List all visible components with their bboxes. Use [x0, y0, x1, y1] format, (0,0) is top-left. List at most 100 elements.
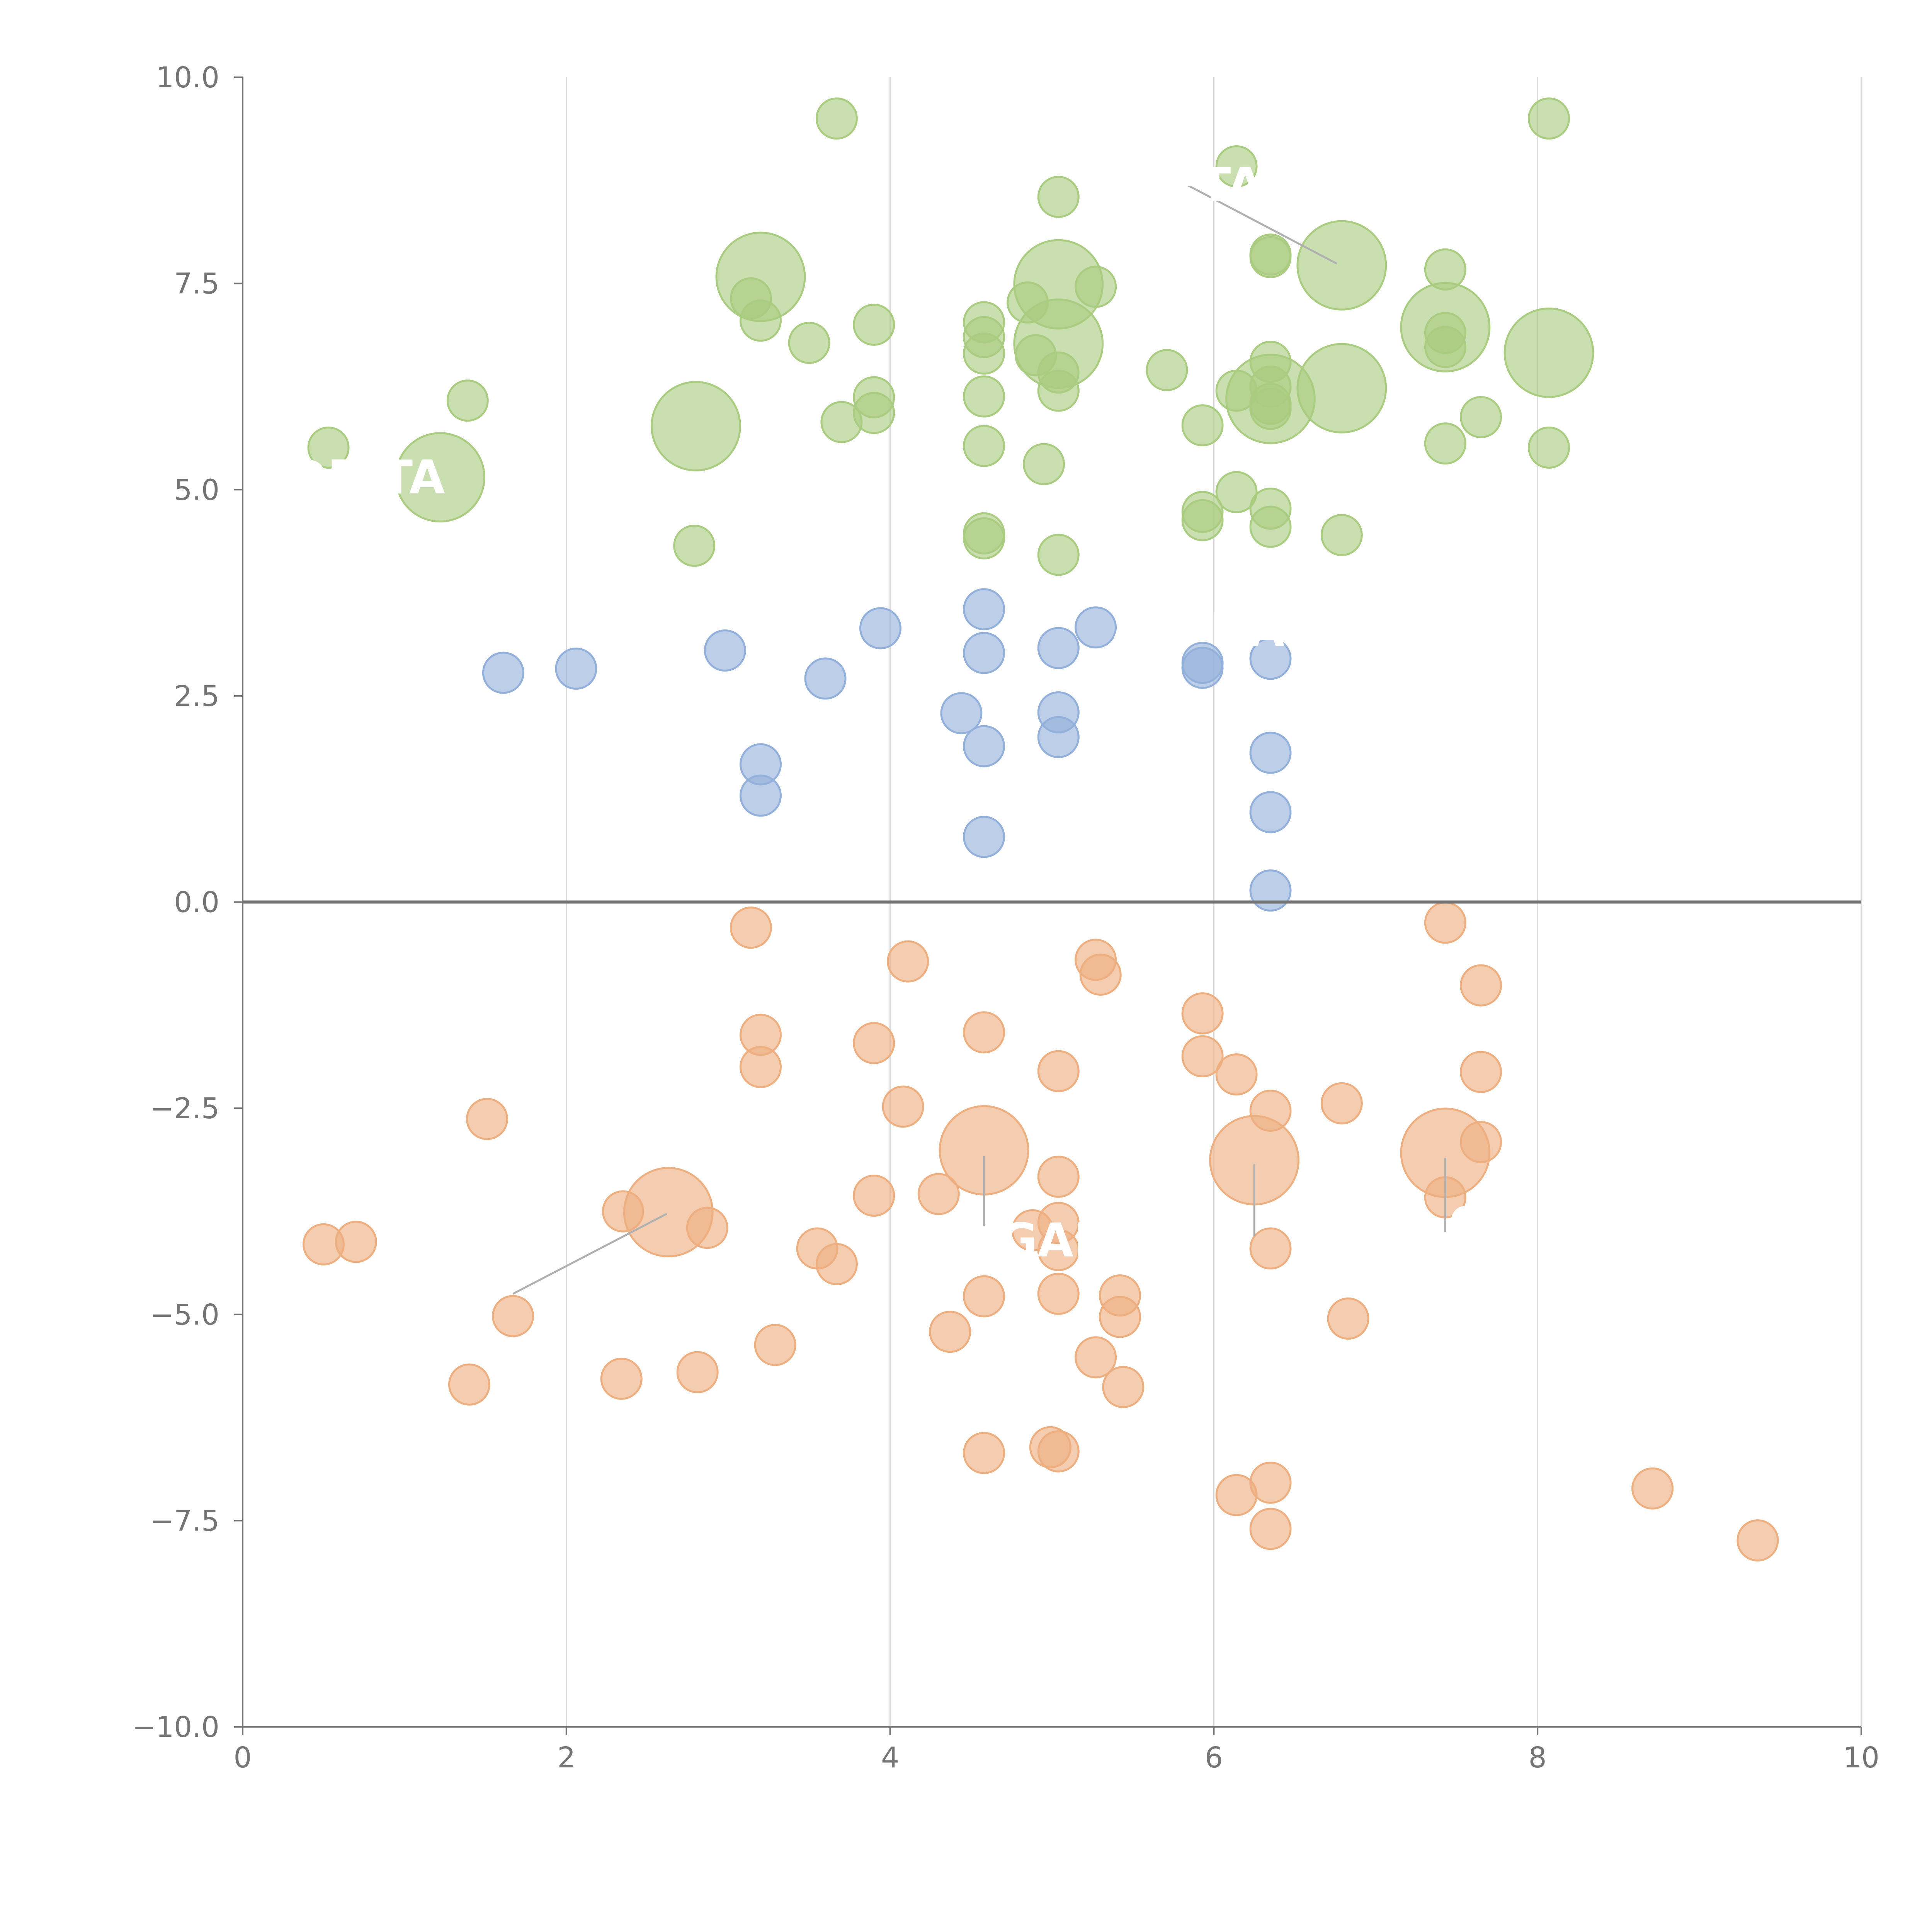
leader-layer — [512, 182, 1446, 1295]
orange-bubble — [963, 1275, 1005, 1318]
orange-bubble — [815, 1243, 858, 1286]
orange-bubble — [963, 1432, 1005, 1474]
blue-bubble — [1249, 869, 1292, 912]
green-bubble — [715, 231, 806, 322]
green-bubble — [1249, 505, 1292, 548]
orange-bubble — [1075, 1336, 1117, 1379]
orange-bubble — [917, 1173, 960, 1215]
orange-bubble — [1037, 1155, 1080, 1198]
orange-bubble — [730, 906, 772, 949]
orange-bubble — [1181, 1035, 1224, 1078]
blue-bubble — [963, 632, 1005, 674]
x-tick-label: 0 — [233, 1741, 252, 1774]
blue-bubble — [963, 725, 1005, 767]
green-bubble — [395, 432, 485, 523]
orange-bubble — [600, 1357, 643, 1400]
orange-bubble — [853, 1022, 895, 1064]
orange-bubble — [1181, 992, 1224, 1035]
green-bubble — [673, 524, 716, 567]
y-tick-label: 10.0 — [156, 61, 219, 94]
green-bubble — [1400, 282, 1491, 372]
green-bubble — [963, 425, 1005, 467]
green-bubble — [963, 332, 1005, 375]
orange-bubble — [1215, 1053, 1258, 1096]
orange-bubble — [1249, 1508, 1292, 1550]
green-bubble — [1424, 422, 1466, 465]
orange-bubble — [448, 1363, 490, 1406]
blue-bubble — [1037, 716, 1080, 759]
y-tick-label: −7.5 — [150, 1504, 219, 1537]
leader-line — [512, 1213, 667, 1295]
orange-bubble — [882, 1085, 924, 1128]
blue-bubble — [1181, 646, 1224, 689]
green-bubble — [1146, 349, 1188, 391]
y-tick-label: 7.5 — [174, 267, 219, 301]
orange-bubble — [1249, 1227, 1292, 1270]
orange-bubble — [853, 1174, 895, 1217]
y-tick-label: 2.5 — [174, 680, 219, 713]
blue-bubble — [704, 629, 746, 672]
bubble-label-gamma: GAMMA — [1000, 1214, 1202, 1268]
green-bubble — [1249, 236, 1292, 278]
orange-bubble — [1099, 1296, 1141, 1338]
blue-bubble — [1037, 627, 1080, 669]
orange-bubble — [1460, 1051, 1502, 1093]
orange-bubble — [1037, 1430, 1080, 1473]
orange-bubble — [1631, 1467, 1674, 1510]
orange-bubble — [754, 1324, 796, 1366]
blue-bubble — [963, 588, 1005, 631]
bubble-label-beta: BETA — [1132, 158, 1263, 212]
orange-bubble — [1460, 964, 1502, 1007]
orange-bubble — [466, 1098, 509, 1140]
green-bubble — [963, 517, 1005, 560]
bubble-label-omega: OMEGA — [1449, 1197, 1640, 1251]
x-tick-label: 2 — [557, 1741, 575, 1774]
blue-bubble — [1249, 731, 1292, 774]
orange-bubble — [1736, 1519, 1779, 1562]
x-tick-label: 10 — [1843, 1741, 1879, 1774]
green-bubble — [1503, 308, 1594, 398]
y-tick-label: −5.0 — [150, 1298, 219, 1332]
x-tick-label: 6 — [1205, 1741, 1223, 1774]
orange-bubble — [492, 1295, 534, 1337]
orange-bubble — [676, 1351, 719, 1393]
green-bubble — [1460, 396, 1502, 438]
x-tick-label: 8 — [1529, 1741, 1547, 1774]
leader-line — [1182, 182, 1337, 265]
series-layer — [302, 97, 1779, 1562]
x-tick-label: 4 — [881, 1741, 899, 1774]
green-bubble — [1037, 176, 1080, 218]
orange-bubble — [1079, 953, 1122, 996]
blue-bubble — [963, 816, 1005, 858]
green-bubble — [820, 401, 863, 443]
orange-bubble — [963, 1011, 1005, 1054]
orange-bubble — [1037, 1229, 1080, 1271]
y-tick-label: −10.0 — [132, 1711, 219, 1744]
green-bubble — [651, 381, 741, 471]
green-bubble — [1037, 534, 1080, 576]
green-bubble — [307, 426, 350, 469]
orange-bubble — [1037, 1050, 1080, 1092]
blue-bubble — [1249, 638, 1292, 680]
green-bubble — [1320, 514, 1363, 556]
bubble-label-alpha: ALPHA — [1111, 604, 1285, 657]
green-bubble — [1528, 426, 1570, 469]
green-bubble — [815, 97, 858, 140]
green-bubble — [1181, 404, 1224, 447]
green-bubble — [1296, 220, 1387, 311]
orange-bubble — [1424, 901, 1466, 944]
orange-bubble — [1037, 1272, 1080, 1315]
orange-bubble — [1327, 1297, 1369, 1340]
green-bubble — [1215, 471, 1258, 514]
y-tick-label: −2.5 — [150, 1092, 219, 1125]
green-bubble — [1181, 499, 1224, 541]
green-bubble — [853, 303, 895, 346]
green-bubble — [1225, 354, 1316, 444]
green-bubble — [1013, 298, 1104, 389]
green-bubble — [446, 379, 489, 422]
blue-bubble — [739, 774, 782, 817]
blue-bubble — [1075, 606, 1117, 649]
orange-bubble — [739, 1046, 782, 1088]
